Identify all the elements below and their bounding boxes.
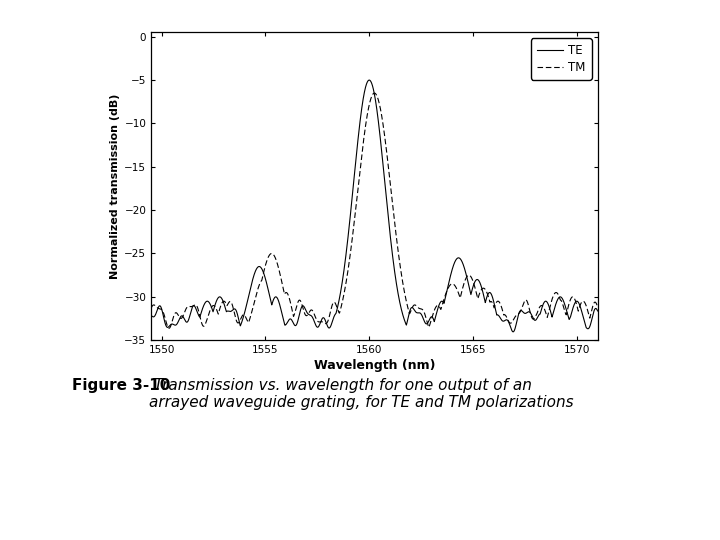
- TM: [370, 90, 379, 96]
- TM: [557, 299, 566, 305]
- Y-axis label: Normalized transmission (dB): Normalized transmission (dB): [110, 93, 120, 279]
- TM: [593, 303, 602, 310]
- TE: [472, 278, 480, 284]
- TM: [147, 305, 156, 311]
- TM: [338, 298, 347, 305]
- TE: [147, 313, 156, 319]
- Line: TE: TE: [151, 80, 598, 332]
- TE: [509, 328, 518, 335]
- TM: [472, 287, 480, 294]
- TE: [334, 299, 343, 305]
- TE: [359, 95, 368, 102]
- Text: Transmission vs. wavelength for one output of an
arrayed waveguide grating, for : Transmission vs. wavelength for one outp…: [149, 378, 574, 410]
- TE: [365, 77, 374, 83]
- TE: [557, 295, 566, 301]
- X-axis label: Wavelength (nm): Wavelength (nm): [314, 359, 435, 372]
- Legend: TE, TM: TE, TM: [531, 38, 592, 80]
- Text: Figure 3-10: Figure 3-10: [72, 378, 171, 393]
- TE: [580, 317, 588, 323]
- TE: [338, 279, 346, 285]
- TM: [165, 325, 174, 332]
- TM: [580, 299, 588, 305]
- TM: [359, 138, 368, 145]
- Line: TM: TM: [151, 93, 598, 328]
- TE: [593, 308, 602, 314]
- TM: [335, 309, 343, 315]
